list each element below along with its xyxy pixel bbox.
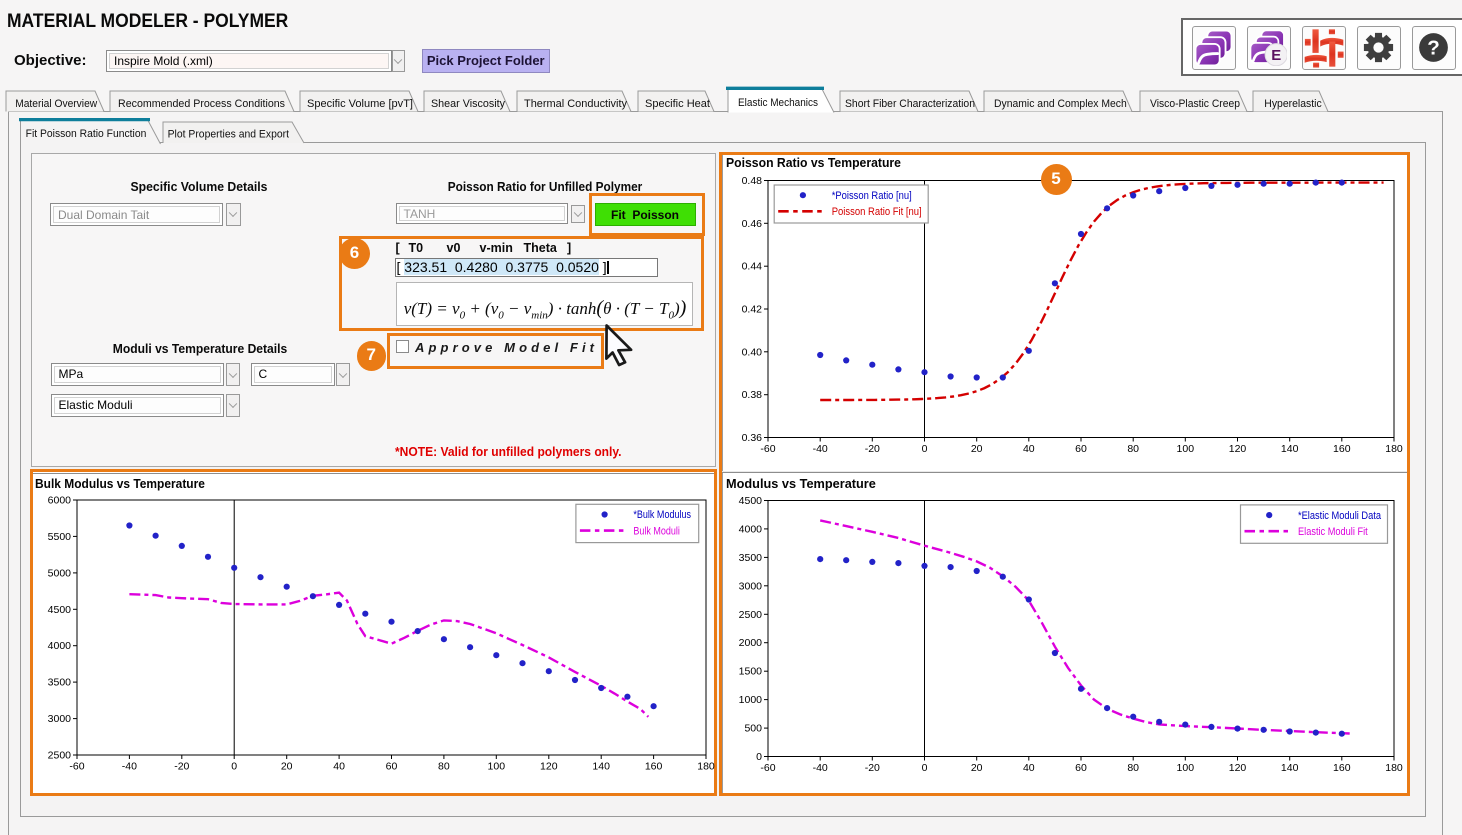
svg-text:2500: 2500 <box>739 608 763 620</box>
svg-text:Shear Viscosity: Shear Viscosity <box>431 98 505 110</box>
svg-text:0: 0 <box>922 762 928 774</box>
svg-text:3500: 3500 <box>739 551 763 563</box>
svg-text:-60: -60 <box>760 443 775 455</box>
svg-text:*Bulk Modulus: *Bulk Modulus <box>633 509 691 521</box>
svg-text:500: 500 <box>744 722 762 734</box>
svg-text:20: 20 <box>281 761 293 773</box>
svg-text:0.36: 0.36 <box>742 432 763 444</box>
svg-text:140: 140 <box>1281 443 1299 455</box>
svg-text:E: E <box>1271 48 1281 64</box>
svg-text:100: 100 <box>1177 443 1195 455</box>
svg-text:Specific Heat: Specific Heat <box>645 98 710 110</box>
svg-text:120: 120 <box>1229 762 1247 774</box>
svg-text:3000: 3000 <box>48 713 72 725</box>
svg-text:0.46: 0.46 <box>742 217 763 229</box>
svg-text:120: 120 <box>540 761 558 773</box>
svg-text:2000: 2000 <box>739 637 763 649</box>
svg-text:4000: 4000 <box>739 523 763 535</box>
svg-text:100: 100 <box>1177 762 1195 774</box>
svg-text:4500: 4500 <box>739 495 763 507</box>
svg-text:Poisson Ratio Fit [nu]: Poisson Ratio Fit [nu] <box>832 206 922 218</box>
svg-text:-20: -20 <box>174 761 189 773</box>
svg-text:180: 180 <box>1385 762 1403 774</box>
svg-text:0: 0 <box>922 443 928 455</box>
svg-text:160: 160 <box>1333 762 1351 774</box>
svg-text:0: 0 <box>231 761 237 773</box>
svg-text:0: 0 <box>756 751 762 763</box>
svg-text:-60: -60 <box>69 761 84 773</box>
svg-text:160: 160 <box>1333 443 1351 455</box>
svg-text:3500: 3500 <box>48 677 72 689</box>
svg-text:0.38: 0.38 <box>742 389 763 401</box>
svg-text:*Elastic Moduli Data: *Elastic Moduli Data <box>1298 509 1381 521</box>
svg-text:180: 180 <box>1385 443 1403 455</box>
svg-text:20: 20 <box>971 762 983 774</box>
svg-text:Elastic Moduli Fit: Elastic Moduli Fit <box>1298 525 1368 537</box>
svg-text:2500: 2500 <box>48 750 72 762</box>
svg-text:3000: 3000 <box>739 580 763 592</box>
svg-text:60: 60 <box>1075 443 1087 455</box>
svg-text:140: 140 <box>1281 762 1299 774</box>
svg-text:120: 120 <box>1229 443 1247 455</box>
svg-text:Material Overview: Material Overview <box>15 98 97 110</box>
svg-text:140: 140 <box>592 761 610 773</box>
svg-text:160: 160 <box>645 761 663 773</box>
svg-text:0.44: 0.44 <box>742 260 763 272</box>
svg-text:1000: 1000 <box>739 694 763 706</box>
svg-text:80: 80 <box>438 761 450 773</box>
svg-text:Bulk Moduli: Bulk Moduli <box>633 525 680 537</box>
svg-text:60: 60 <box>386 761 398 773</box>
svg-text:Elastic Mechanics: Elastic Mechanics <box>738 97 818 109</box>
svg-text:Fit Poisson Ratio Function: Fit Poisson Ratio Function <box>26 128 147 140</box>
svg-text:Recommended Process Conditions: Recommended Process Conditions <box>118 98 285 110</box>
svg-text:0.48: 0.48 <box>742 175 763 187</box>
svg-text:?: ? <box>1427 37 1440 60</box>
svg-text:5000: 5000 <box>48 567 72 579</box>
svg-text:Hyperelastic: Hyperelastic <box>1264 98 1322 110</box>
svg-text:*Poisson Ratio [nu]: *Poisson Ratio [nu] <box>832 189 912 201</box>
svg-text:0.42: 0.42 <box>742 303 763 315</box>
svg-text:-40: -40 <box>813 762 828 774</box>
svg-text:40: 40 <box>333 761 345 773</box>
svg-text:Specific Volume [pvT]: Specific Volume [pvT] <box>307 98 413 110</box>
svg-text:-60: -60 <box>760 762 775 774</box>
svg-text:Thermal Conductivity: Thermal Conductivity <box>524 98 627 110</box>
svg-text:-20: -20 <box>865 443 880 455</box>
svg-text:-20: -20 <box>865 762 880 774</box>
svg-text:6000: 6000 <box>48 495 72 507</box>
svg-text:-40: -40 <box>122 761 137 773</box>
svg-text:40: 40 <box>1023 443 1035 455</box>
svg-text:Short Fiber Characterization: Short Fiber Characterization <box>845 98 975 110</box>
svg-text:5500: 5500 <box>48 531 72 543</box>
svg-text:180: 180 <box>697 761 715 773</box>
svg-text:Visco-Plastic Creep: Visco-Plastic Creep <box>1150 98 1240 110</box>
svg-text:40: 40 <box>1023 762 1035 774</box>
svg-text:4500: 4500 <box>48 604 72 616</box>
svg-text:1500: 1500 <box>739 665 763 677</box>
svg-text:Dynamic and Complex Mech: Dynamic and Complex Mech <box>994 98 1127 110</box>
svg-text:80: 80 <box>1127 762 1139 774</box>
svg-text:4000: 4000 <box>48 640 72 652</box>
svg-text:-40: -40 <box>813 443 828 455</box>
svg-text:20: 20 <box>971 443 983 455</box>
svg-text:80: 80 <box>1127 443 1139 455</box>
svg-text:0.40: 0.40 <box>742 346 763 358</box>
svg-text:60: 60 <box>1075 762 1087 774</box>
svg-text:Plot Properties and Export: Plot Properties and Export <box>168 129 289 141</box>
svg-text:100: 100 <box>488 761 506 773</box>
